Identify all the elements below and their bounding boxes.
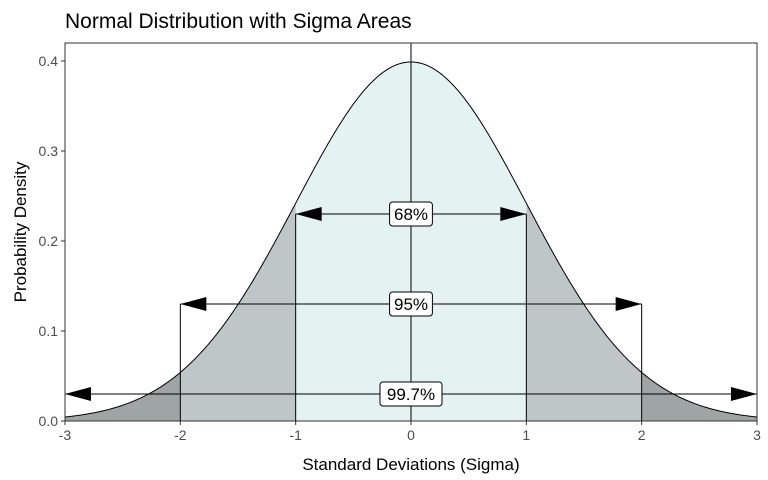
annotation-label-box xyxy=(389,291,433,317)
y-tick-label: 0.3 xyxy=(39,143,59,159)
y-tick-label: 0.4 xyxy=(39,53,59,69)
x-axis-label: Standard Deviations (Sigma) xyxy=(302,455,519,474)
annotation-label-box xyxy=(379,381,443,407)
arrowhead-left xyxy=(180,297,207,311)
x-tick-label: 1 xyxy=(522,427,530,443)
arrowhead-right xyxy=(615,297,642,311)
x-tick-label: 3 xyxy=(753,427,761,443)
annotation-label-box xyxy=(389,201,433,227)
annotation-label: 99.7% xyxy=(387,385,435,404)
arrowhead-left xyxy=(65,387,91,401)
annotation-label: 68% xyxy=(394,205,428,224)
x-tick-label: -3 xyxy=(59,427,72,443)
chart-title: Normal Distribution with Sigma Areas xyxy=(65,10,412,33)
y-tick-label: 0.0 xyxy=(39,413,59,429)
y-tick-label: 0.2 xyxy=(39,233,59,249)
x-tick-label: 2 xyxy=(638,427,646,443)
annotation-label: 95% xyxy=(394,295,428,314)
arrowhead-right xyxy=(500,207,527,221)
x-tick-label: -1 xyxy=(289,427,302,443)
x-tick-label: -2 xyxy=(174,427,187,443)
plot-area: 68% 95% 99.7% -3 -2 -1 0 1 2 3 0.0 0.1 0.2 0.3 0.4 xyxy=(39,42,761,443)
arrowhead-right xyxy=(731,387,757,401)
y-axis-label: Probability Density xyxy=(11,161,30,302)
arrowhead-left xyxy=(295,207,322,221)
y-tick-label: 0.1 xyxy=(39,323,59,339)
x-tick-label: 0 xyxy=(407,427,415,443)
